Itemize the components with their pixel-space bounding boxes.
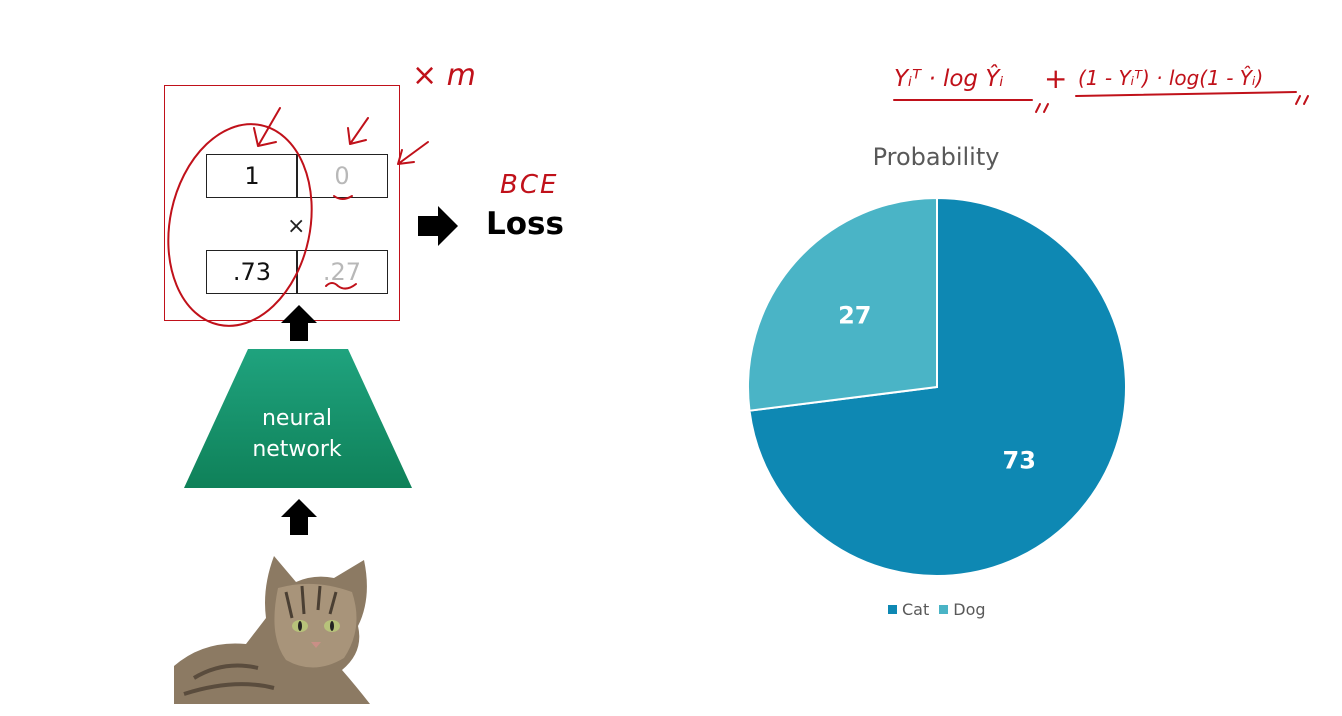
legend-swatch-cat — [888, 605, 897, 614]
formula-left: Yᵢᵀ · log Ŷᵢ — [894, 66, 1004, 92]
multiply-symbol: × — [287, 214, 306, 239]
formula-right: (1 - Yᵢᵀ) · log(1 - Ŷᵢ) — [1078, 66, 1264, 90]
neural-label-line-1: neural — [261, 406, 333, 431]
target-cell-dog: 0 — [296, 154, 388, 198]
times-m-annotation: × m — [412, 58, 476, 93]
chart-title: Probability — [872, 143, 1000, 171]
batch-box — [164, 85, 400, 321]
legend-swatch-dog — [939, 605, 949, 614]
neural-network-block — [184, 349, 412, 488]
legend-label-cat: Cat — [902, 600, 930, 619]
pie-chart: 73 27 — [747, 196, 1127, 577]
data-label-cat: 73 — [1003, 446, 1036, 474]
chart-legend: Cat Dog — [888, 600, 986, 619]
legend-label-dog: Dog — [953, 600, 986, 619]
loss-label: Loss — [486, 206, 564, 242]
up-arrow-icon — [281, 305, 317, 341]
up-arrow-icon — [281, 499, 317, 535]
formula-plus: + — [1044, 62, 1068, 95]
pie-slice-dog — [747, 196, 938, 412]
prediction-cell-dog: .27 — [296, 250, 388, 294]
target-cell-cat: 1 — [206, 154, 298, 198]
neural-label-line-2: network — [252, 437, 342, 462]
data-label-dog: 27 — [838, 302, 871, 330]
neural-network-label: neural network — [182, 403, 412, 465]
bce-annotation: BCE — [500, 170, 559, 200]
cat-photo — [174, 556, 370, 704]
right-arrow-icon — [418, 206, 458, 246]
